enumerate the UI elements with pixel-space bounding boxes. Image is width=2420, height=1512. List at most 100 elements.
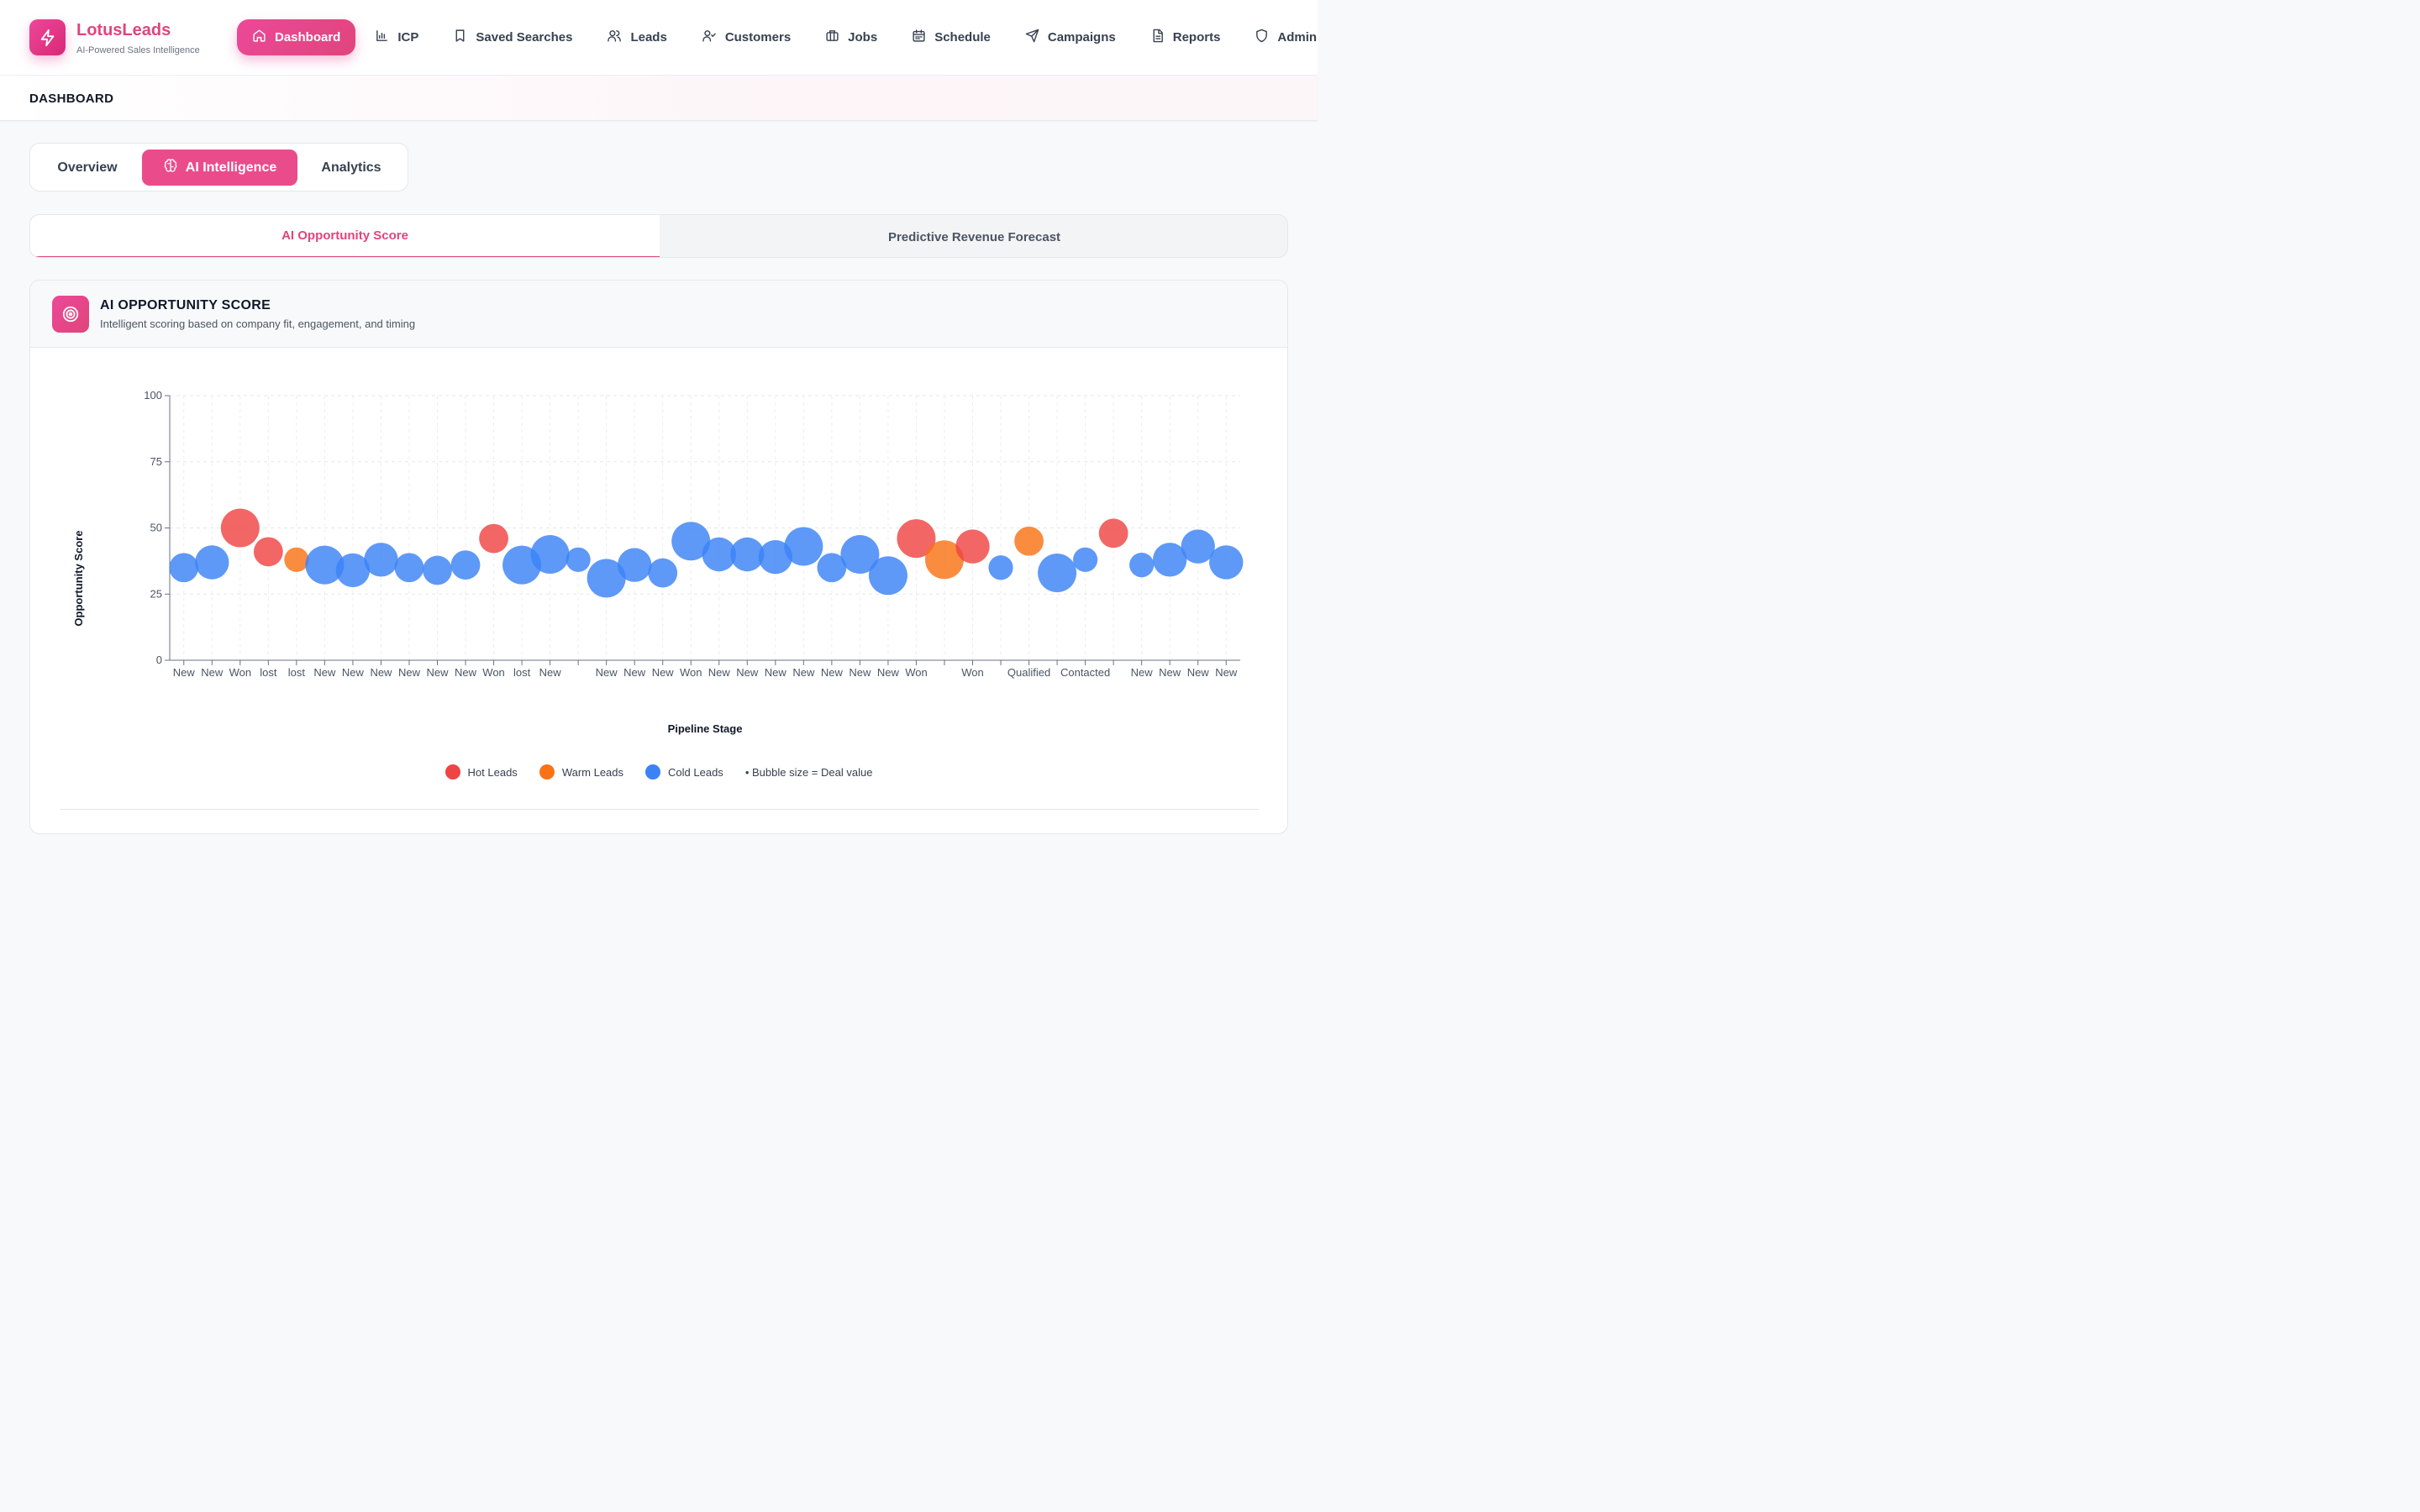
bubble-cold bbox=[702, 537, 736, 572]
tab-ai-opportunity-score[interactable]: AI Opportunity Score bbox=[30, 215, 660, 257]
x-tick-label: New bbox=[455, 666, 477, 679]
x-tick-label: New bbox=[765, 666, 787, 679]
nav-item-campaigns[interactable]: Campaigns bbox=[1010, 19, 1131, 55]
nav-label: Admin bbox=[1277, 30, 1318, 45]
nav-item-dashboard[interactable]: Dashboard bbox=[237, 19, 356, 55]
legend-label: Hot Leads bbox=[467, 765, 518, 779]
bubble-cold bbox=[730, 537, 765, 572]
nav-label: Schedule bbox=[934, 30, 991, 45]
bubble-warm bbox=[924, 540, 964, 580]
nav-label: Dashboard bbox=[275, 30, 341, 45]
brain-icon bbox=[163, 158, 178, 177]
bubble-cold bbox=[450, 550, 481, 580]
home-icon bbox=[252, 29, 266, 46]
bubble-cold bbox=[394, 553, 424, 583]
bubble-cold bbox=[1181, 529, 1215, 564]
bubble-cold bbox=[364, 543, 398, 577]
nav-item-admin[interactable]: Admin bbox=[1239, 19, 1318, 55]
bubble-cold bbox=[840, 535, 880, 574]
bubble-warm bbox=[284, 547, 309, 572]
x-tick-label: lost bbox=[288, 666, 306, 679]
bubble-cold bbox=[1129, 553, 1155, 578]
x-tick-label: Won bbox=[482, 666, 505, 679]
bubble-cold bbox=[758, 539, 793, 575]
x-tick-label: New bbox=[792, 666, 815, 679]
bubble-cold bbox=[423, 555, 452, 585]
tab-overview[interactable]: Overview bbox=[44, 150, 131, 186]
briefcase-icon bbox=[825, 29, 839, 46]
nav-item-schedule[interactable]: Schedule bbox=[897, 19, 1006, 55]
bubble-cold bbox=[1209, 545, 1244, 580]
bubble-cold bbox=[784, 527, 823, 566]
x-tick-label: Qualified bbox=[1007, 666, 1050, 679]
bubble-cold bbox=[530, 535, 570, 574]
sub-tabs: AI Opportunity Score Predictive Revenue … bbox=[29, 214, 1288, 258]
legend-item-warm[interactable]: Warm Leads bbox=[539, 764, 623, 780]
x-tick-label: New bbox=[596, 666, 618, 679]
x-tick-label: New bbox=[173, 666, 196, 679]
brand-name[interactable]: LotusLeads bbox=[76, 21, 171, 39]
nav-label: Saved Searches bbox=[476, 30, 573, 45]
x-tick-label: New bbox=[1131, 666, 1154, 679]
x-tick-label: New bbox=[398, 666, 421, 679]
legend-swatch-cold bbox=[645, 764, 661, 780]
legend-label: Warm Leads bbox=[561, 765, 624, 779]
legend-item-cold[interactable]: Cold Leads bbox=[645, 764, 723, 780]
card-header: AI OPPORTUNITY SCORE Intelligent scoring… bbox=[30, 281, 1287, 348]
legend-item-hot[interactable]: Hot Leads bbox=[445, 764, 518, 780]
x-axis-title: Pipeline Stage bbox=[668, 722, 743, 735]
y-axis-title: Opportunity Score bbox=[72, 530, 85, 626]
x-tick-label: New bbox=[201, 666, 224, 679]
legend-label: Cold Leads bbox=[668, 765, 723, 779]
bubble-cold bbox=[305, 545, 345, 585]
x-tick-label: New bbox=[539, 666, 562, 679]
nav-item-saved-searches[interactable]: Saved Searches bbox=[438, 19, 587, 55]
view-tabs: Overview AI Intelligence Analytics bbox=[29, 143, 408, 192]
y-tick-label: 50 bbox=[150, 522, 162, 534]
tab-ai-intelligence[interactable]: AI Intelligence bbox=[142, 150, 297, 186]
bubble-cold bbox=[648, 558, 678, 588]
legend-swatch-warm bbox=[539, 764, 555, 780]
nav-item-reports[interactable]: Reports bbox=[1135, 19, 1236, 55]
tab-label: Analytics bbox=[321, 160, 381, 175]
shield-icon bbox=[1255, 29, 1269, 46]
card-subtitle: Intelligent scoring based on company fit… bbox=[100, 318, 416, 330]
tab-analytics[interactable]: Analytics bbox=[309, 150, 393, 186]
nav-label: Campaigns bbox=[1047, 30, 1116, 45]
x-tick-label: New bbox=[370, 666, 392, 679]
legend-swatch-hot bbox=[445, 764, 460, 780]
x-tick-label: Won bbox=[961, 666, 984, 679]
top-navigation: LotusLeads AI-Powered Sales Intelligence… bbox=[0, 0, 1318, 76]
legend-note: • Bubble size = Deal value bbox=[745, 766, 873, 779]
bubble-cold bbox=[566, 547, 591, 572]
x-tick-label: Contacted bbox=[1060, 666, 1110, 679]
nav-item-jobs[interactable]: Jobs bbox=[810, 19, 892, 55]
bubble-cold bbox=[587, 559, 626, 598]
user-check-icon bbox=[702, 29, 717, 46]
bubble-cold bbox=[335, 553, 371, 588]
nav-item-icp[interactable]: ICP bbox=[360, 19, 434, 55]
nav-label: Reports bbox=[1172, 30, 1221, 45]
chart-legend: Hot Leads Warm Leads Cold Leads • Bubble… bbox=[30, 764, 1287, 780]
bubble-hot bbox=[479, 523, 508, 554]
nav-label: Customers bbox=[724, 30, 792, 45]
y-tick-label: 75 bbox=[150, 455, 162, 468]
tab-label: AI Intelligence bbox=[185, 160, 277, 175]
nav-item-leads[interactable]: Leads bbox=[592, 19, 681, 55]
x-tick-label: New bbox=[1215, 666, 1238, 679]
users-icon bbox=[607, 29, 622, 46]
y-tick-label: 25 bbox=[150, 587, 162, 600]
x-tick-label: New bbox=[736, 666, 759, 679]
x-tick-label: Won bbox=[229, 666, 252, 679]
bubble-cold bbox=[988, 555, 1013, 580]
nav-item-customers[interactable]: Customers bbox=[687, 19, 806, 55]
logo-icon[interactable] bbox=[29, 19, 66, 55]
tab-label: Predictive Revenue Forecast bbox=[887, 229, 1061, 244]
bubble-warm bbox=[1014, 526, 1044, 556]
tab-predictive-revenue-forecast[interactable]: Predictive Revenue Forecast bbox=[660, 215, 1287, 257]
divider bbox=[60, 809, 1259, 810]
breadcrumb-bar: DASHBOARD bbox=[0, 76, 1318, 121]
y-tick-label: 0 bbox=[156, 654, 162, 666]
bar-chart-icon bbox=[375, 29, 389, 46]
tab-label: Overview bbox=[57, 160, 118, 175]
